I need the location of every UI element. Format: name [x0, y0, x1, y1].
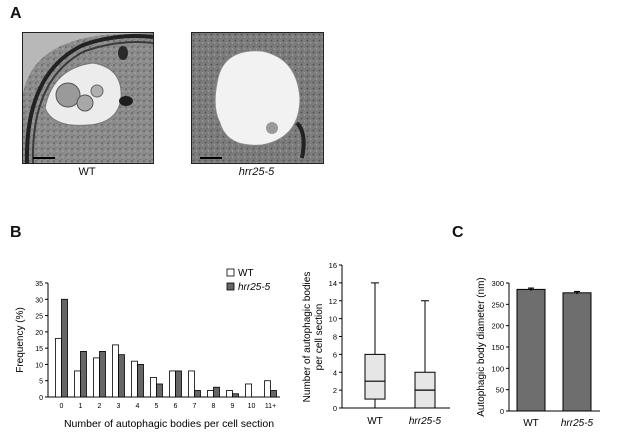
- c-bar-hrr25-5: [562, 292, 592, 412]
- hist-bar-WT: [131, 360, 138, 398]
- hist-bar-WT: [245, 383, 252, 398]
- box-WT: [364, 353, 386, 400]
- legend-swatch-WT: [226, 268, 235, 277]
- box-y-tick-label: 16: [329, 261, 337, 270]
- hist-y-tick-label: 20: [35, 330, 43, 337]
- wt-micrograph: [22, 32, 154, 164]
- box-y-tick-label: 2: [333, 386, 337, 395]
- c-bar-WT: [516, 288, 546, 412]
- c-y-tick-label: 300: [491, 279, 504, 288]
- hist-y-tick-label: 25: [35, 314, 43, 321]
- hist-bar-hrr25-5: [118, 354, 125, 398]
- panel-letter-c: C: [452, 224, 464, 241]
- hist-y-tick-label: 0: [39, 395, 43, 402]
- hist-bar-WT: [112, 344, 119, 398]
- hist-y-tick-label: 15: [35, 346, 43, 353]
- box-x-tick-label: hrr25-5: [409, 416, 442, 427]
- hist-x-tick-label: 2: [98, 403, 102, 410]
- box-x-tick-label: WT: [367, 416, 383, 427]
- hist-x-tick-label: 8: [212, 403, 216, 410]
- box-y-tick-label: 10: [329, 315, 337, 324]
- box-y-tick-label: 8: [333, 333, 337, 342]
- hist-bar-WT: [226, 390, 233, 398]
- hist-bar-WT: [188, 370, 195, 398]
- hist-x-tick-label: 1: [79, 403, 83, 410]
- hist-bar-WT: [150, 377, 157, 398]
- hist-bar-hrr25-5: [175, 370, 182, 398]
- hist-bar-hrr25-5: [156, 383, 163, 398]
- panel-letter-a: A: [10, 5, 22, 22]
- c-y-tick-label: 100: [491, 364, 504, 373]
- legend-swatch-hrr25-5: [226, 282, 235, 291]
- hist-bar-hrr25-5: [270, 390, 277, 398]
- box-y-tick-label: 12: [329, 297, 337, 306]
- hist-x-tick-label: 9: [231, 403, 235, 410]
- hist-y-tick-label: 5: [39, 379, 43, 386]
- c-y-tick-label: 50: [496, 386, 504, 395]
- hist-x-tick-label: 6: [174, 403, 178, 410]
- hist-bar-WT: [169, 370, 176, 398]
- hist-y-tick-label: 35: [35, 281, 43, 288]
- hist-x-tick-label: 11+: [265, 403, 276, 410]
- hist-bar-WT: [74, 370, 81, 398]
- hist-x-tick-label: 3: [117, 403, 121, 410]
- panel-letter-b: B: [10, 224, 22, 241]
- box-y-tick-label: 0: [333, 404, 337, 413]
- box-y-label-line2: per cell section: [314, 304, 325, 371]
- box-y-tick-label: 6: [333, 350, 337, 359]
- c-y-label: Autophagic body diameter (nm): [476, 277, 487, 417]
- legend-label-hrr25-5: hrr25-5: [238, 282, 271, 293]
- hist-bar-WT: [93, 357, 100, 398]
- c-x-tick-label: WT: [523, 418, 539, 429]
- hist-y-label: Frequency (%): [15, 307, 26, 373]
- hist-bar-WT: [264, 380, 271, 398]
- hist-x-label: Number of autophagic bodies per cell sec…: [64, 418, 274, 430]
- box-y-tick-label: 14: [329, 279, 337, 288]
- hist-x-tick-label: 4: [136, 403, 140, 410]
- hist-bar-hrr25-5: [61, 298, 68, 398]
- legend-label-WT: WT: [238, 268, 254, 279]
- hist-y-tick-label: 30: [35, 297, 43, 304]
- hrr25-5-caption: hrr25-5: [238, 166, 275, 178]
- wt-micrograph-drawing: [23, 33, 153, 163]
- hist-x-tick-label: 0: [60, 403, 64, 410]
- hist-bar-hrr25-5: [99, 350, 106, 398]
- hrr25-5-micrograph-drawing: [192, 33, 323, 163]
- hist-bar-hrr25-5: [194, 390, 201, 398]
- hist-bar-hrr25-5: [137, 364, 144, 398]
- box-y-label-line1: Number of autophagic bodies: [302, 272, 313, 403]
- hist-y-tick-label: 10: [35, 362, 43, 369]
- hrr25-5-micrograph: [191, 32, 324, 164]
- hist-x-tick-label: 10: [248, 403, 256, 410]
- hist-x-tick-label: 7: [193, 403, 197, 410]
- hist-bar-hrr25-5: [80, 350, 87, 398]
- hist-bar-hrr25-5: [213, 386, 220, 398]
- hist-x-tick-label: 5: [155, 403, 159, 410]
- c-x-tick-label: hrr25-5: [561, 418, 594, 429]
- box-y-tick-label: 4: [333, 368, 337, 377]
- c-y-tick-label: 0: [500, 407, 504, 416]
- c-y-tick-label: 250: [491, 300, 504, 309]
- c-y-tick-label: 200: [491, 322, 504, 331]
- hist-bar-hrr25-5: [232, 393, 239, 398]
- wt-caption: WT: [78, 166, 96, 178]
- c-y-tick-label: 150: [491, 343, 504, 352]
- hist-bar-WT: [207, 390, 214, 398]
- hist-bar-WT: [55, 337, 62, 398]
